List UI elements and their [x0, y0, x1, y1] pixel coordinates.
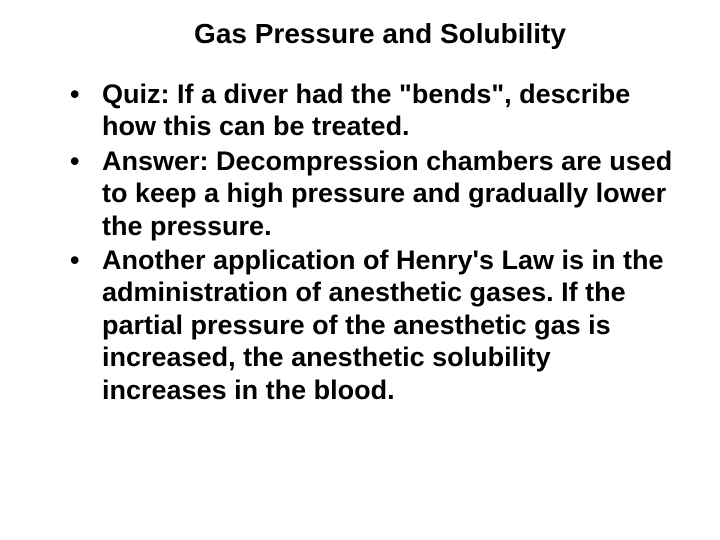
slide-title: Gas Pressure and Solubility: [40, 18, 680, 50]
bullet-item: Answer: Decompression chambers are used …: [70, 145, 680, 242]
bullet-item: Another application of Henry's Law is in…: [70, 244, 680, 406]
bullet-list: Quiz: If a diver had the "bends", descri…: [40, 78, 680, 406]
bullet-item: Quiz: If a diver had the "bends", descri…: [70, 78, 680, 143]
